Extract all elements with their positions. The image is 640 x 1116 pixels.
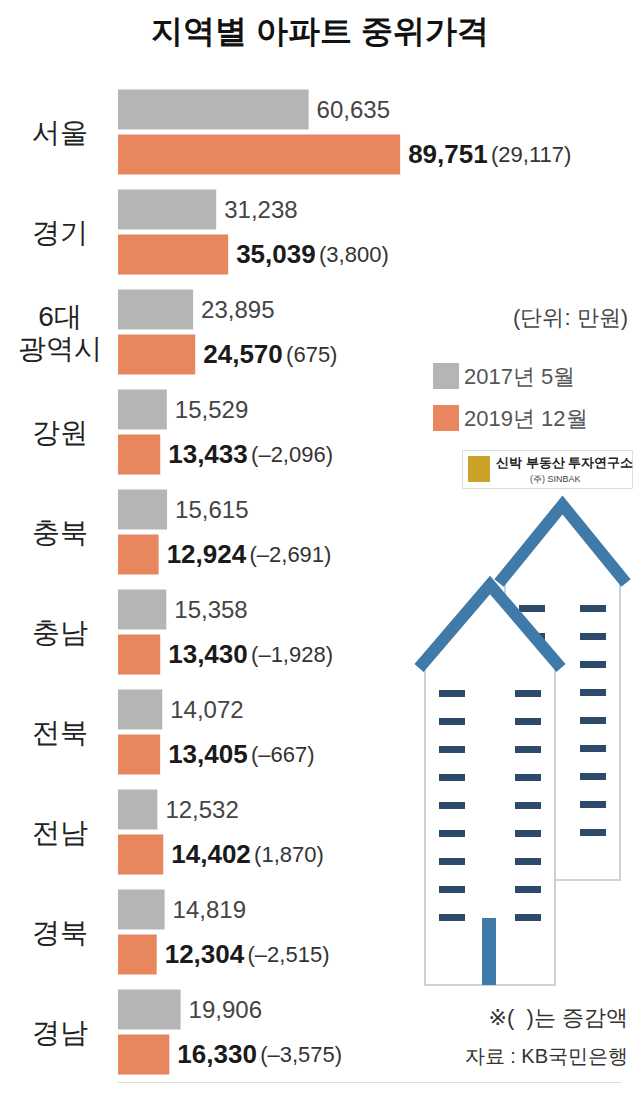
svg-text:※( )는 증감액: ※( )는 증감액 xyxy=(489,1005,628,1030)
svg-text:12,532: 12,532 xyxy=(165,796,238,823)
svg-text:14,819: 14,819 xyxy=(173,896,246,923)
svg-text:전남: 전남 xyxy=(32,817,88,848)
svg-text:(–2,096): (–2,096) xyxy=(251,442,333,467)
svg-text:(주) SINBAK: (주) SINBAK xyxy=(530,474,581,484)
svg-text:23,895: 23,895 xyxy=(201,296,274,323)
svg-text:2019년 12월: 2019년 12월 xyxy=(464,406,588,431)
svg-text:24,570: 24,570 xyxy=(203,339,283,369)
svg-text:2017년 5월: 2017년 5월 xyxy=(464,364,575,389)
svg-text:(–667): (–667) xyxy=(251,742,315,767)
svg-text:15,358: 15,358 xyxy=(174,596,247,623)
svg-text:19,906: 19,906 xyxy=(189,996,262,1023)
svg-text:16,330: 16,330 xyxy=(177,1039,257,1069)
svg-text:60,635: 60,635 xyxy=(317,96,390,123)
svg-text:경북: 경북 xyxy=(32,917,88,948)
svg-text:(–2,691): (–2,691) xyxy=(249,542,331,567)
svg-text:(3,800): (3,800) xyxy=(319,242,389,267)
svg-text:15,529: 15,529 xyxy=(175,396,248,423)
svg-text:(29,117): (29,117) xyxy=(491,142,571,167)
svg-text:6대: 6대 xyxy=(38,301,82,332)
svg-text:13,405: 13,405 xyxy=(168,739,248,769)
svg-text:경기: 경기 xyxy=(32,217,88,248)
svg-text:15,615: 15,615 xyxy=(175,496,248,523)
svg-text:강원: 강원 xyxy=(32,417,88,448)
svg-text:(1,870): (1,870) xyxy=(254,842,324,867)
svg-text:경남: 경남 xyxy=(32,1017,88,1048)
svg-text:14,072: 14,072 xyxy=(170,696,243,723)
svg-text:(–1,928): (–1,928) xyxy=(251,642,333,667)
svg-text:신박 부동산 투자연구소: 신박 부동산 투자연구소 xyxy=(496,455,633,470)
svg-text:충북: 충북 xyxy=(32,517,88,548)
svg-text:13,433: 13,433 xyxy=(168,439,248,469)
svg-text:서울: 서울 xyxy=(32,117,88,148)
svg-text:(675): (675) xyxy=(286,342,337,367)
svg-text:35,039: 35,039 xyxy=(236,239,316,269)
svg-text:광역시: 광역시 xyxy=(18,333,102,364)
svg-text:충남: 충남 xyxy=(32,617,88,648)
svg-text:89,751: 89,751 xyxy=(408,139,488,169)
svg-text:(–2,515): (–2,515) xyxy=(248,942,330,967)
svg-text:전북: 전북 xyxy=(32,717,88,748)
svg-text:12,304: 12,304 xyxy=(165,939,245,969)
svg-text:(–3,575): (–3,575) xyxy=(260,1042,342,1067)
svg-text:13,430: 13,430 xyxy=(168,639,248,669)
svg-text:31,238: 31,238 xyxy=(224,196,297,223)
svg-text:14,402: 14,402 xyxy=(171,839,251,869)
svg-text:지역별 아파트 중위가격: 지역별 아파트 중위가격 xyxy=(151,13,489,49)
svg-text:12,924: 12,924 xyxy=(167,539,247,569)
svg-text:(단위: 만원): (단위: 만원) xyxy=(513,305,628,330)
svg-text:자료 : KB국민은행: 자료 : KB국민은행 xyxy=(465,1045,628,1067)
